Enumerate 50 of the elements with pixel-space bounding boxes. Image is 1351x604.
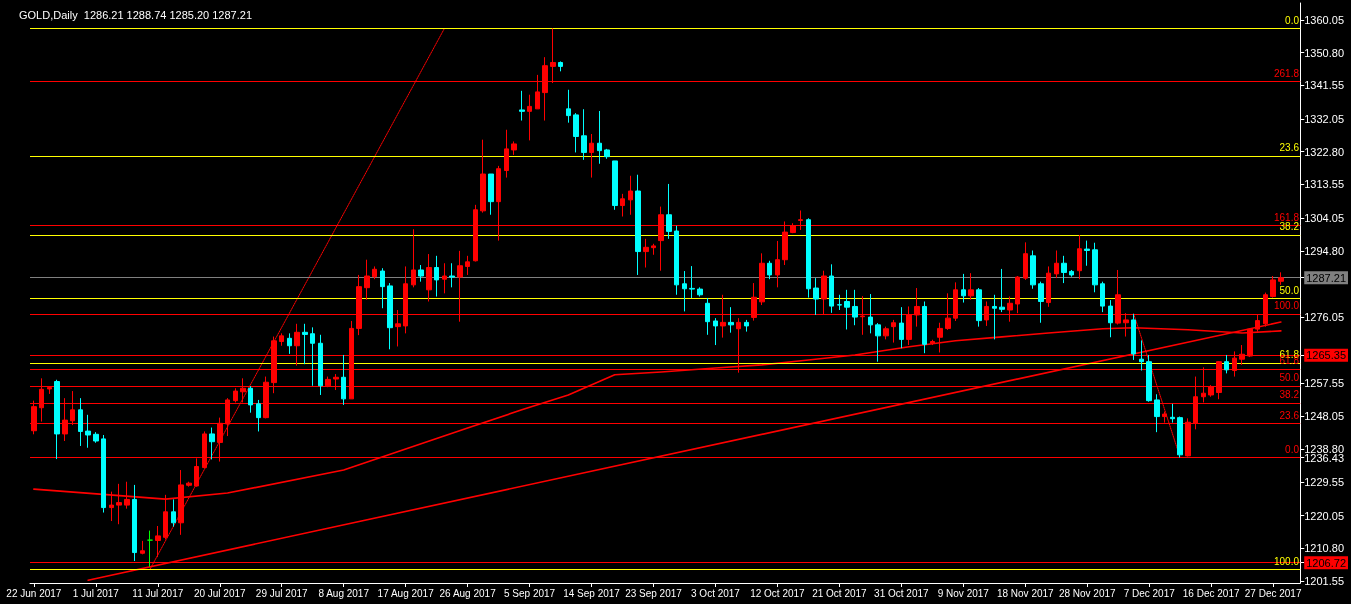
text: GOLD,Daily 1286.21 1288.74 1285.20 1287.21 (19, 8, 253, 21)
x-tick-label: 21 Oct 2017 (812, 587, 868, 599)
x-tick-label: 31 Oct 2017 (874, 587, 930, 599)
annotation: 0.0 (1285, 444, 1300, 456)
annotation: 50.0 (1279, 372, 1300, 384)
y-tick-label: 1229.55 (1304, 475, 1344, 488)
y-tick-label: 1265.35 (1306, 349, 1346, 362)
x-tick-label: 9 Nov 2017 (937, 587, 990, 599)
y-tick-label: 1201.55 (1304, 575, 1344, 588)
y-tick-label: 1322.80 (1304, 145, 1344, 158)
annotation: 50.0 (1279, 285, 1300, 297)
x-tick-label: 16 Dec 2017 (1182, 587, 1240, 599)
y-tick-label: 1257.55 (1304, 376, 1344, 389)
y-tick-label: 1206.72 (1306, 556, 1346, 569)
y-tick-label: 1341.55 (1304, 79, 1344, 92)
annotation: 261.8 (1273, 67, 1300, 79)
y-tick-label: 1313.55 (1304, 178, 1344, 191)
y-tick-label: 1220.05 (1304, 509, 1344, 522)
y-tick-label: 1350.80 (1304, 46, 1344, 59)
y-tick-label: 1248.05 (1304, 410, 1344, 423)
annotation: 23.6 (1279, 142, 1300, 154)
annotation: 100.0 (1273, 300, 1300, 312)
x-tick-label: 29 Jul 2017 (255, 587, 309, 599)
y-tick-label: 1210.80 (1304, 542, 1344, 555)
x-tick-label: 20 Jul 2017 (193, 587, 247, 599)
x-tick-label: 18 Nov 2017 (996, 587, 1055, 599)
annotation: 38.2 (1279, 389, 1300, 401)
x-tick-label: 27 Dec 2017 (1244, 587, 1302, 599)
x-tick-label: 28 Nov 2017 (1058, 587, 1117, 599)
annotation: 161.8 (1273, 211, 1300, 223)
y-tick-label: 1276.05 (1304, 311, 1344, 324)
y-tick-label: 1360.05 (1304, 13, 1344, 26)
x-tick-label: 11 Jul 2017 (132, 587, 184, 599)
x-tick-label: 3 Oct 2017 (691, 587, 741, 599)
annotation: 0.0 (1285, 14, 1300, 26)
x-tick-label: 1 Jul 2017 (72, 587, 120, 599)
x-tick-label: 22 Jun 2017 (6, 587, 62, 599)
x-tick-label: 14 Sep 2017 (563, 587, 621, 599)
x-tick-label: 17 Aug 2017 (377, 587, 435, 599)
x-tick-label: 7 Dec 2017 (1123, 587, 1176, 599)
y-tick-label: 1287.21 (1306, 271, 1346, 284)
x-tick-label: 23 Sep 2017 (625, 587, 683, 599)
x-tick-label: 8 Aug 2017 (318, 587, 370, 599)
y-tick-label: 1294.80 (1304, 244, 1344, 257)
y-tick-label: 1304.05 (1304, 212, 1344, 225)
x-tick-label: 5 Sep 2017 (503, 587, 556, 599)
x-tick-label: 12 Oct 2017 (750, 587, 806, 599)
y-tick-label: 1332.05 (1304, 112, 1344, 125)
annotation: 23.6 (1279, 410, 1300, 422)
x-tick-label: 26 Aug 2017 (439, 587, 497, 599)
